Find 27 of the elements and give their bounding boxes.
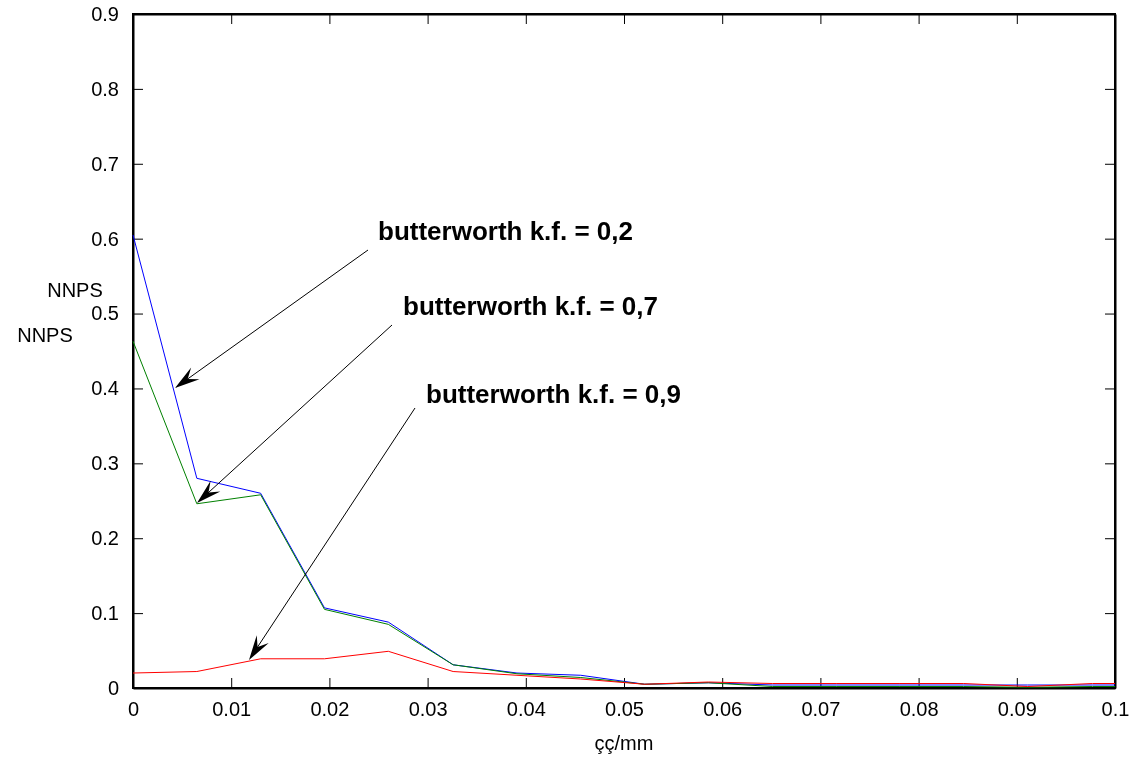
- x-axis-title: çç/mm: [594, 732, 654, 754]
- x-tick-label: 0.05: [605, 698, 644, 721]
- y-tick-label: 0.7: [91, 152, 119, 175]
- x-tick-label: 0.01: [212, 698, 252, 721]
- y-axis-title: NNPS: [47, 279, 103, 301]
- x-tick-label: 0.06: [703, 698, 743, 721]
- x-tick-label: 0.09: [997, 698, 1037, 721]
- x-tick-label: 0: [127, 698, 140, 721]
- y-tick-label: 0.1: [91, 602, 119, 625]
- text: NNPS: [17, 324, 73, 346]
- y-tick-label: 0.9: [91, 2, 119, 25]
- y-tick-label: 0.4: [91, 377, 119, 400]
- y-tick-label: 0.5: [91, 302, 119, 325]
- x-tick-label: 0.07: [801, 698, 841, 721]
- x-tick-label: 0.08: [899, 698, 939, 721]
- y-tick-label: 0: [107, 676, 119, 699]
- y-tick-label: 0.3: [91, 452, 119, 475]
- x-tick-label: 0.03: [408, 698, 448, 721]
- x-tick-label: 0.02: [310, 698, 350, 721]
- x-tick-label: 0.1: [1101, 698, 1130, 721]
- annotation: butterworth k.f. = 0,2: [378, 216, 633, 246]
- y-tick-label: 0.2: [91, 527, 119, 550]
- y-tick-label: 0.6: [91, 227, 119, 250]
- annotation: butterworth k.f. = 0,9: [426, 379, 681, 409]
- x-tick-label: 0.04: [506, 698, 546, 721]
- y-tick-label: 0.8: [91, 77, 119, 100]
- annotation: butterworth k.f. = 0,7: [403, 291, 658, 321]
